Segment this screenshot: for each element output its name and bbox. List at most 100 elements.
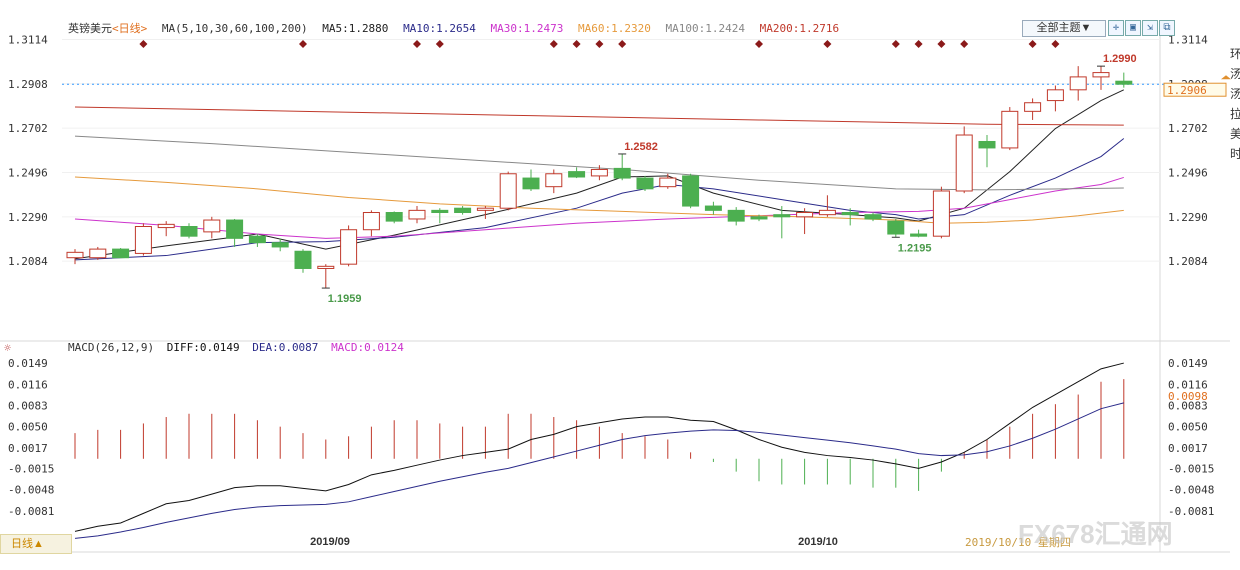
candle-body <box>499 173 517 209</box>
ma10-value: MA10:1.2654 <box>403 22 476 35</box>
fullscreen-icon[interactable]: ⧉ <box>1159 20 1175 36</box>
candle-body <box>796 212 814 218</box>
candle-body <box>682 175 700 207</box>
candle-body <box>704 205 722 211</box>
candle-body <box>1046 89 1064 102</box>
macd-tick-label-right: 0.0050 <box>1168 421 1208 434</box>
period-toggle-button[interactable]: 日线▲ <box>0 534 72 554</box>
instrument-name: 英镑美元 <box>68 22 112 35</box>
candle-body <box>248 235 266 244</box>
time-axis-label: 2019/10 <box>798 536 838 548</box>
ma200-value: MA200:1.2716 <box>759 22 840 35</box>
annotation-label: 1.1959 <box>328 293 362 305</box>
candle-body <box>271 242 289 248</box>
candle-body <box>590 168 608 177</box>
crosshair-icon[interactable]: ✛ <box>1108 20 1124 36</box>
candle-body <box>864 214 882 220</box>
event-marker-icon <box>595 40 604 48</box>
event-marker-icon <box>139 40 148 48</box>
macd-tick-label-left: 0.0116 <box>8 378 48 391</box>
event-marker-icon <box>1051 40 1060 48</box>
export-icon[interactable]: ⇲ <box>1142 20 1158 36</box>
candle-body <box>978 140 996 149</box>
candle-body <box>636 177 654 190</box>
annotation-label: 1.2582 <box>624 141 658 153</box>
candle-body <box>476 207 494 211</box>
macd-tick-label-right: 0.0149 <box>1168 357 1208 370</box>
candle-body <box>1092 72 1110 78</box>
macd-tick-label-left: 0.0149 <box>8 357 48 370</box>
window-icon[interactable]: ▣ <box>1125 20 1141 36</box>
ma30-value: MA30:1.2473 <box>490 22 564 35</box>
price-tick-label-left: 1.2496 <box>8 166 48 179</box>
ma60-value: MA60:1.2320 <box>578 22 651 35</box>
candle-body <box>454 207 472 214</box>
macd-tick-label-right: 0.0083 <box>1168 399 1208 412</box>
candle-body <box>112 248 130 259</box>
ma100-value: MA100:1.2424 <box>665 22 745 35</box>
time-axis-label: 2019/09 <box>310 536 350 548</box>
ma30-line <box>74 176 1124 239</box>
price-tick-label-left: 1.3114 <box>8 33 48 46</box>
candle-body <box>66 251 84 259</box>
current-price-box <box>1163 82 1227 97</box>
macd-label[interactable]: MACD(26,12,9) <box>68 341 155 354</box>
event-marker-icon <box>435 40 444 48</box>
diff-line <box>74 362 1124 532</box>
price-tick-label-right: 1.2496 <box>1168 166 1208 179</box>
candle-body <box>841 212 859 216</box>
macd-tick-label-left: -0.0081 <box>8 505 54 518</box>
settings-icon[interactable]: ☼ <box>4 341 12 355</box>
event-marker-icon <box>823 40 832 48</box>
candle-body <box>659 177 677 188</box>
candle-body <box>750 216 768 220</box>
candle-body <box>955 134 973 192</box>
price-tick-label-right: 1.2084 <box>1168 255 1208 268</box>
event-marker-icon <box>1028 40 1037 48</box>
candle-body <box>910 233 928 237</box>
price-tick-label-right: 1.3114 <box>1168 33 1208 46</box>
macd-panel: 0.0149 0.0149 0.0116 0.0116 0.0083 0.0083 0.00… <box>8 357 1214 539</box>
candle-body <box>157 223 175 229</box>
price-pointer-icon <box>1221 75 1231 80</box>
candle-body <box>1115 80 1133 85</box>
candle-body <box>385 212 403 222</box>
grid-lines <box>0 20 1230 553</box>
macd-tick-label-right: 0.0116 <box>1168 378 1208 391</box>
event-marker-icon <box>618 40 627 48</box>
dea-line <box>74 402 1124 539</box>
event-marker-icon <box>755 40 763 48</box>
macd-tick-label-right: -0.0015 <box>1168 462 1214 475</box>
event-marker-icon <box>914 40 923 48</box>
candle-body <box>568 171 586 178</box>
all-topics-button[interactable]: 全部主题▼ <box>1022 20 1106 37</box>
event-marker-icon <box>413 40 421 48</box>
dea-value: DEA:0.0087 <box>252 341 319 354</box>
macd-tick-label-right: 0.0017 <box>1168 442 1208 455</box>
price-tick-label-right: 1.2290 <box>1168 211 1208 224</box>
candle-body <box>362 212 380 231</box>
candle-body <box>203 219 221 233</box>
current-price-label: 1.2906 <box>1167 84 1207 97</box>
macd-tick-label-right: -0.0048 <box>1168 484 1214 497</box>
macd-tick-label-left: -0.0015 <box>8 462 54 475</box>
candle-body <box>89 248 107 259</box>
candle-body <box>1001 110 1019 149</box>
price-axis: 1.31141.31141.29081.29081.27021.27021.24… <box>8 33 1231 268</box>
candlesticks <box>66 66 1133 289</box>
ma-label[interactable]: MA(5,10,30,60,100,200) <box>161 22 308 35</box>
event-markers <box>139 40 1060 48</box>
macd-tick-label-left: 0.0050 <box>8 421 48 434</box>
price-tick-label-left: 1.2084 <box>8 255 48 268</box>
event-marker-icon <box>299 40 307 48</box>
annotation-label: 1.2195 <box>898 242 932 254</box>
macd-tick-label-left: 0.0083 <box>8 399 48 412</box>
candle-body <box>887 220 905 235</box>
period-selector[interactable]: <日线> <box>112 22 148 35</box>
price-tick-label-right: 1.2702 <box>1168 122 1208 135</box>
annotation-label: 1.2990 <box>1103 53 1137 65</box>
side-panel-text: 环 汤 汤 拉 美 时 <box>1230 47 1240 161</box>
ma5-line <box>74 89 1125 260</box>
macd-tick-label-right: -0.0081 <box>1168 505 1214 518</box>
